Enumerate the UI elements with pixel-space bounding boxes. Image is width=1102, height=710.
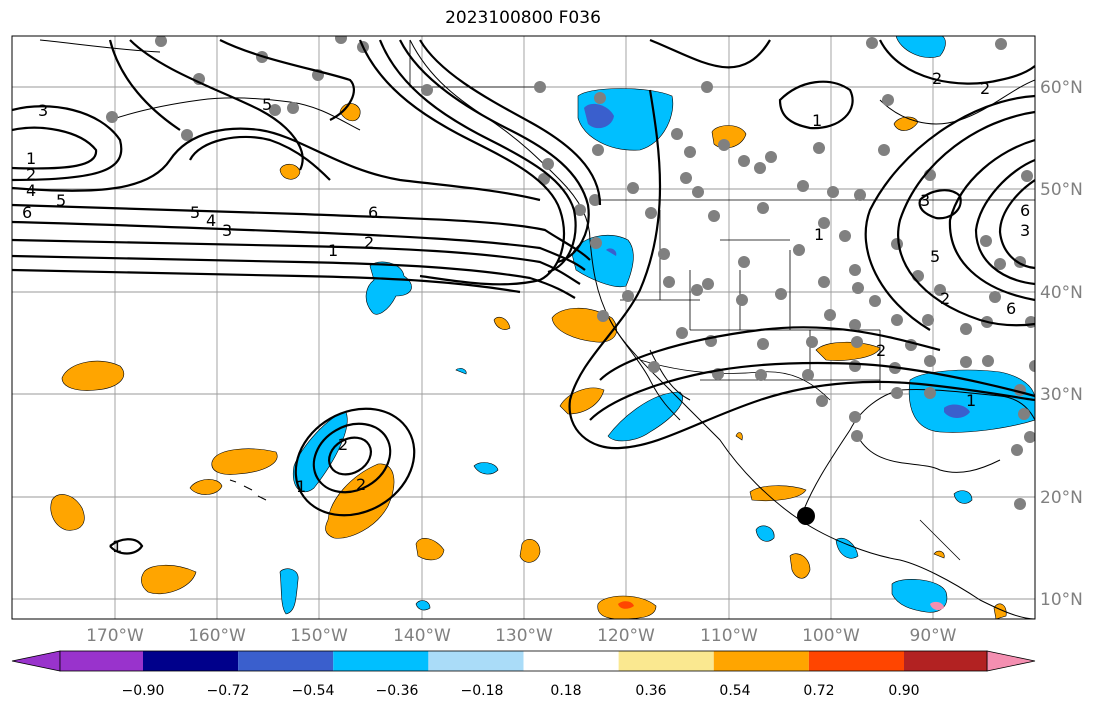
pink-core: [930, 601, 944, 611]
contour-label: 2: [940, 289, 950, 308]
lon-label: 100°W: [802, 626, 860, 646]
contour-label: 3: [38, 101, 48, 120]
colorbar-tick-label: −0.18: [461, 683, 504, 699]
colorbar-tick-label: −0.54: [292, 683, 335, 699]
colorbar-segment: [238, 651, 334, 671]
contour-label: 1: [112, 537, 122, 556]
colorbar-tick-label: 0.72: [803, 683, 834, 699]
lat-label: 60°N: [1040, 78, 1083, 98]
lon-label: 160°W: [188, 626, 246, 646]
colorbar-tick-labels: −0.90 −0.72 −0.54 −0.36 −0.18 0.18 0.36 …: [122, 683, 920, 699]
negative-anomaly-regions: [279, 36, 1035, 615]
colorbar-segment: [808, 651, 904, 671]
contour-label: 5: [190, 203, 200, 222]
contour-label: 5: [930, 247, 940, 266]
contour-label: 1: [814, 225, 824, 244]
contour-label: 6: [1020, 201, 1030, 220]
colorbar-tick-label: 0.18: [550, 683, 581, 699]
lat-labels: 60°N 50°N 40°N 30°N 20°N 10°N: [1040, 78, 1083, 610]
lon-label: 170°W: [86, 626, 144, 646]
colorbar-tick-label: 0.90: [888, 683, 919, 699]
contour-label: 1: [26, 149, 36, 168]
contour-label: 3: [222, 221, 232, 240]
colorbar-tick-label: 0.54: [719, 683, 750, 699]
lat-label: 30°N: [1040, 385, 1083, 405]
colorbar-tick-label: −0.36: [376, 683, 419, 699]
lat-label: 10°N: [1040, 590, 1083, 610]
storm-center-marker: [797, 507, 815, 525]
contour-label: 2: [932, 69, 942, 88]
lon-label: 90°W: [910, 626, 957, 646]
colorbar-tick-label: −0.72: [207, 683, 250, 699]
contour-label: 2: [364, 233, 374, 252]
lon-label: 150°W: [290, 626, 348, 646]
map-border: [11, 35, 1036, 620]
colorbar-extend-min: [11, 650, 61, 672]
colorbar-tick-label: −0.90: [122, 683, 165, 699]
contour-label: 5: [262, 95, 272, 114]
colorbar-tick-label: 0.36: [635, 683, 666, 699]
map-area: [12, 36, 1035, 619]
contour-label: 3: [920, 191, 930, 210]
map-title: 2023100800 F036: [445, 8, 601, 28]
colorbar-segment: [333, 651, 429, 671]
contour-label: 1: [328, 241, 338, 260]
contour-label: 1: [966, 391, 976, 410]
colorbar-extend-max: [986, 650, 1036, 672]
station-dots: [106, 36, 1035, 510]
colorbar-segment: [60, 651, 143, 671]
lat-label: 40°N: [1040, 283, 1083, 303]
lon-label: 140°W: [393, 626, 451, 646]
colorbar-segment: [713, 651, 809, 671]
lat-label: 20°N: [1040, 488, 1083, 508]
contour-label: 2: [26, 165, 36, 184]
contour-label: 2: [980, 79, 990, 98]
contour-label: 2: [876, 341, 886, 360]
colorbar-border: [59, 650, 988, 672]
colorbar-segment: [904, 651, 987, 671]
contour-label: 2: [338, 435, 348, 454]
contour-lines: [12, 38, 1035, 555]
colorbar: [11, 650, 1036, 672]
lat-label: 50°N: [1040, 180, 1083, 200]
contour-label: 6: [368, 203, 378, 222]
lon-label: 110°W: [700, 626, 758, 646]
lon-label: 120°W: [597, 626, 655, 646]
colorbar-segment: [618, 651, 714, 671]
contour-label: 1: [812, 111, 822, 130]
lon-label: 130°W: [495, 626, 553, 646]
lon-labels: 170°W 160°W 150°W 140°W 130°W 120°W 110°…: [86, 626, 957, 646]
colorbar-segment: [523, 651, 619, 671]
contour-labels: 3 1 2 4 5 6 5 4 3 5 6 1 2 2 2 1 1 1 2 1 …: [22, 69, 1030, 556]
colorbar-segment: [143, 651, 239, 671]
colorbar-segment: [428, 651, 524, 671]
contour-label: 4: [206, 211, 216, 230]
positive-anomaly-regions: [50, 103, 1007, 619]
contour-label: 4: [26, 181, 36, 200]
strong-positive-core: [618, 601, 634, 609]
contour-label: 3: [1020, 221, 1030, 240]
contour-label: 5: [56, 191, 66, 210]
strong-negative-cores: [584, 103, 970, 418]
contour-label: 6: [1006, 299, 1016, 318]
contour-label: 2: [356, 475, 366, 494]
contour-label: 1: [296, 477, 306, 496]
contour-label: 6: [22, 203, 32, 222]
